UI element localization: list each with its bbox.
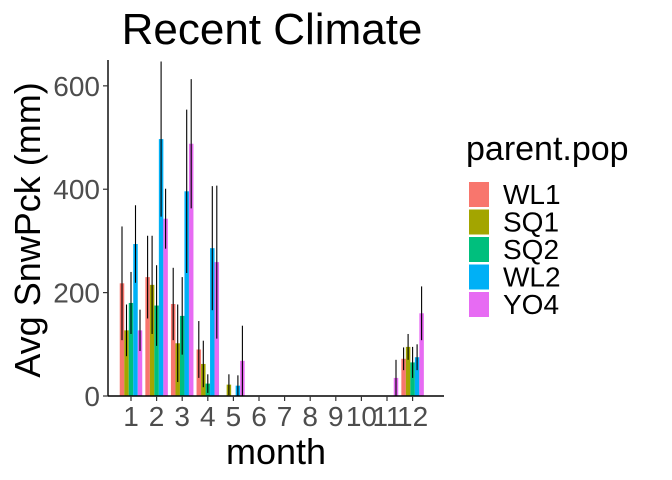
bar-YO4-month-12 [419,313,424,396]
bar-WL2-month-2 [158,139,164,396]
bar-WL2-month-1 [133,244,138,396]
legend-label-WL2: WL2 [503,262,561,293]
y-tick-label: 600 [53,71,100,102]
y-ticks-layer: 0 200 400 600 [53,71,108,412]
legend-key-WL1 [469,182,489,207]
bar-SQ2-month-2 [154,305,159,396]
x-tick-label: 1 [123,401,139,432]
legend-title: parent.pop [466,130,629,168]
y-tick-label: 400 [53,174,100,205]
x-tick-label: 11 [372,401,401,432]
bar-YO4-month-3 [188,143,194,396]
y-tick-label: 0 [84,381,100,412]
x-tick-label: 5 [226,401,242,432]
chart-title: Recent Climate [122,5,423,54]
x-tick-label: 6 [251,401,267,432]
x-axis-label: month [226,431,326,472]
legend-key-SQ2 [469,237,489,262]
bar-YO4-month-2 [163,218,168,396]
bar-SQ2-month-1 [128,302,134,396]
bar-WL1-month-12 [401,358,406,396]
bars-layer [119,139,424,396]
x-tick-label: 7 [277,401,293,432]
x-tick-label: 3 [174,401,190,432]
bar-WL2-month-12 [414,357,420,396]
x-tick-label: 9 [328,401,344,432]
legend-label-SQ2: SQ2 [503,234,559,265]
legend-label-SQ1: SQ1 [503,207,559,238]
x-tick-label: 12 [397,401,428,432]
bar-SQ1-month-1 [124,330,129,396]
bar-SQ2-month-3 [179,315,185,396]
x-tick-label: 8 [302,401,318,432]
legend-key-YO4 [469,292,489,317]
legend-label-WL1: WL1 [503,179,561,210]
y-axis-label: Avg SnwPck (mm) [7,82,48,377]
y-tick-label: 200 [53,278,100,309]
x-tick-label: 10 [346,401,377,432]
bar-WL1-month-2 [145,277,150,396]
legend-key-WL2 [469,264,489,290]
bar-WL2-month-4 [210,248,215,396]
bar-SQ1-month-2 [149,284,155,396]
x-tick-label: 4 [200,401,216,432]
bar-SQ2-month-12 [410,362,415,396]
x-tick-label: 2 [149,401,165,432]
errorbars-layer [121,61,423,396]
bar-WL1-month-3 [170,303,176,396]
bar-SQ1-month-12 [405,346,411,396]
legend-key-SQ1 [469,209,489,235]
bar-YO4-month-1 [137,330,143,396]
bar-WL2-month-3 [184,191,189,396]
legend-label-YO4: YO4 [503,289,559,320]
